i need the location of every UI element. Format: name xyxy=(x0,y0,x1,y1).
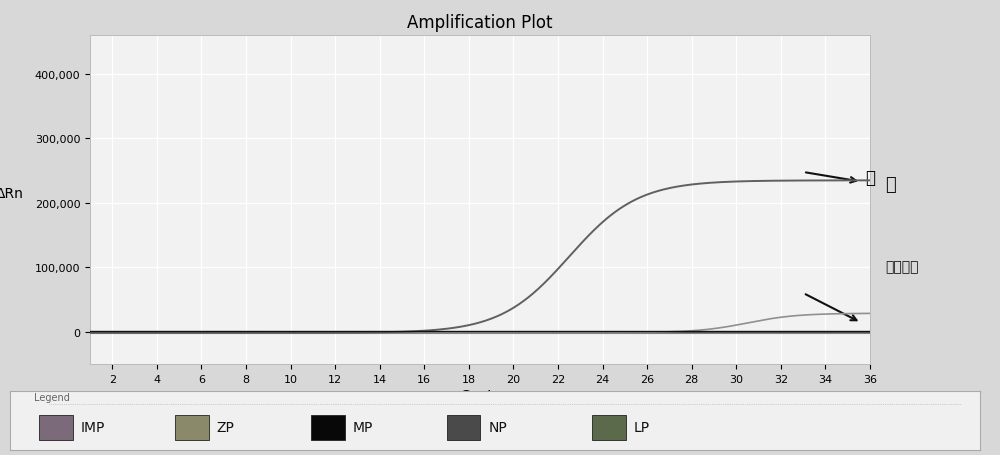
Bar xyxy=(592,415,626,440)
X-axis label: Cycle: Cycle xyxy=(459,389,501,404)
Text: IMP: IMP xyxy=(81,420,105,435)
Title: Amplification Plot: Amplification Plot xyxy=(407,14,553,32)
Text: MP: MP xyxy=(352,420,373,435)
Text: Legend: Legend xyxy=(34,392,70,402)
Bar xyxy=(311,415,345,440)
Bar xyxy=(175,415,209,440)
Text: ZP: ZP xyxy=(217,420,234,435)
Y-axis label: ΔRn: ΔRn xyxy=(0,186,24,200)
Text: 驴: 驴 xyxy=(885,175,896,193)
Text: 内标质控: 内标质控 xyxy=(885,259,918,273)
Text: NP: NP xyxy=(488,420,507,435)
Text: LP: LP xyxy=(634,420,650,435)
Bar xyxy=(446,415,480,440)
Bar xyxy=(39,415,73,440)
Text: 驴: 驴 xyxy=(866,168,876,186)
